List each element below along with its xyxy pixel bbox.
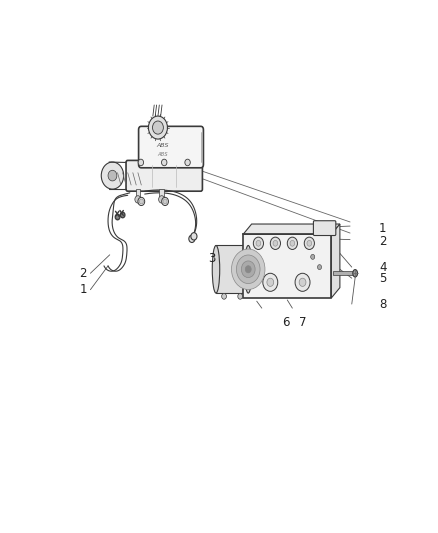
Bar xyxy=(135,189,140,198)
Circle shape xyxy=(307,240,312,246)
Text: 5: 5 xyxy=(379,272,386,285)
Circle shape xyxy=(304,237,314,249)
Circle shape xyxy=(120,212,125,218)
FancyBboxPatch shape xyxy=(138,126,203,168)
Circle shape xyxy=(270,237,280,249)
Circle shape xyxy=(101,162,124,189)
Circle shape xyxy=(148,116,167,139)
Circle shape xyxy=(108,170,117,181)
Ellipse shape xyxy=(353,270,357,277)
Circle shape xyxy=(189,235,195,243)
Circle shape xyxy=(295,273,310,292)
Circle shape xyxy=(159,196,165,203)
Text: 4: 4 xyxy=(379,261,386,273)
Circle shape xyxy=(162,159,167,166)
Circle shape xyxy=(138,159,144,166)
Ellipse shape xyxy=(212,246,220,293)
Circle shape xyxy=(232,249,265,289)
Circle shape xyxy=(222,294,226,299)
Text: 3: 3 xyxy=(208,252,216,264)
Text: 6: 6 xyxy=(282,317,290,329)
Circle shape xyxy=(290,240,295,246)
Circle shape xyxy=(139,199,143,204)
Circle shape xyxy=(273,240,278,246)
Circle shape xyxy=(121,213,124,216)
Text: 1: 1 xyxy=(379,222,386,236)
Bar xyxy=(159,189,164,198)
Circle shape xyxy=(185,159,190,166)
Text: 1: 1 xyxy=(80,283,87,296)
Circle shape xyxy=(116,215,119,219)
Circle shape xyxy=(253,237,264,249)
Bar xyxy=(243,235,332,298)
Circle shape xyxy=(138,197,145,206)
Circle shape xyxy=(163,199,167,204)
FancyBboxPatch shape xyxy=(126,160,202,191)
Polygon shape xyxy=(243,224,340,235)
Circle shape xyxy=(245,265,251,273)
Circle shape xyxy=(267,278,274,286)
Circle shape xyxy=(318,265,321,270)
Circle shape xyxy=(263,273,278,292)
Circle shape xyxy=(256,240,261,246)
FancyBboxPatch shape xyxy=(314,221,336,236)
Circle shape xyxy=(115,214,120,220)
Text: ABS: ABS xyxy=(156,143,168,148)
Circle shape xyxy=(299,278,306,286)
Circle shape xyxy=(287,237,297,249)
Ellipse shape xyxy=(244,246,252,293)
Circle shape xyxy=(152,121,163,134)
Bar xyxy=(333,271,355,276)
Polygon shape xyxy=(332,224,340,298)
Circle shape xyxy=(241,261,255,278)
Circle shape xyxy=(162,197,169,206)
Circle shape xyxy=(135,196,141,203)
Text: 2: 2 xyxy=(80,267,87,280)
Text: 7: 7 xyxy=(299,317,306,329)
Circle shape xyxy=(238,294,243,299)
Polygon shape xyxy=(216,246,248,293)
Text: 8: 8 xyxy=(379,297,386,311)
Circle shape xyxy=(311,254,315,260)
Circle shape xyxy=(237,255,260,284)
Circle shape xyxy=(191,232,197,240)
Text: ABS: ABS xyxy=(157,152,167,157)
Text: 2: 2 xyxy=(379,235,386,248)
